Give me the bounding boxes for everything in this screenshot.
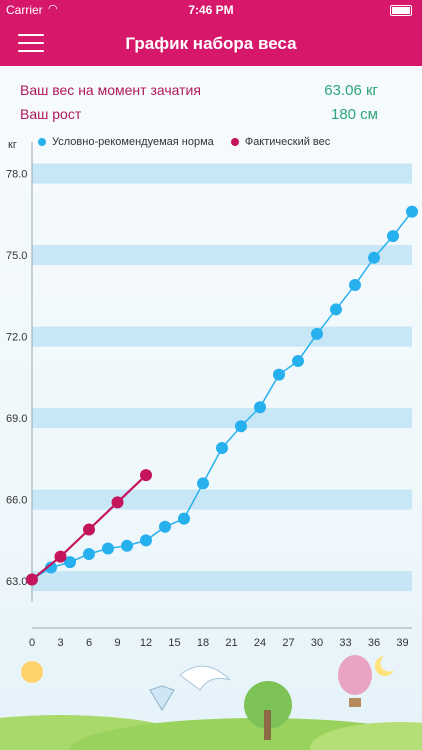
- y-tick-label: 66.0: [6, 495, 27, 507]
- norm-data-point: [387, 230, 399, 243]
- grid-band: [32, 245, 412, 266]
- y-tick-label: 75.0: [6, 250, 27, 262]
- x-tick-label: 3: [57, 637, 63, 649]
- x-tick-label: 24: [254, 637, 266, 649]
- x-tick-label: 0: [29, 637, 35, 649]
- carrier-label: Carrier: [6, 3, 43, 17]
- x-tick-label: 27: [282, 637, 294, 649]
- norm-data-point: [83, 547, 95, 560]
- y-tick-label: 78.0: [6, 169, 27, 181]
- legend-actual-label: Фактический вес: [244, 136, 331, 148]
- grid-band: [32, 408, 412, 429]
- x-tick-label: 33: [339, 637, 351, 649]
- norm-data-point: [216, 442, 228, 454]
- legend-item-actual: Фактический вес: [230, 136, 331, 148]
- x-tick-label: 36: [368, 637, 380, 649]
- moon-icon: [374, 656, 394, 676]
- battery-icon: [390, 5, 412, 16]
- y-tick-label: 69.0: [6, 413, 27, 425]
- norm-data-point: [254, 401, 266, 414]
- norm-data-point: [311, 327, 323, 340]
- wifi-icon: ◠: [48, 3, 58, 15]
- x-tick-label: 12: [140, 637, 152, 649]
- baby-bundle-icon: [149, 685, 175, 711]
- norm-data-point: [406, 205, 418, 218]
- conception-weight-label: Ваш вес на момент зачатия: [20, 82, 201, 98]
- stork-icon: [179, 665, 231, 691]
- x-tick-label: 18: [197, 637, 209, 649]
- decorative-scenery: [0, 655, 422, 750]
- height-value: 180 см: [330, 106, 378, 123]
- navigation-bar: График набора веса: [0, 20, 422, 66]
- x-axis-label: недели: [40, 653, 77, 656]
- norm-data-point: [102, 542, 114, 555]
- norm-data-point: [45, 561, 57, 574]
- status-bar: Carrier ◠ 7:46 PM: [0, 0, 422, 20]
- chart-legend: Условно-рекомендуемая норма Фактический …: [38, 136, 344, 148]
- actual-data-point: [111, 496, 124, 509]
- norm-data-point: [235, 420, 247, 433]
- norm-data-point: [349, 278, 361, 291]
- norm-data-point: [273, 368, 285, 381]
- norm-data-point: [197, 477, 209, 490]
- x-tick-label: 9: [114, 637, 120, 649]
- norm-data-point: [121, 539, 133, 552]
- norm-data-point: [159, 520, 171, 533]
- y-axis-label: кг: [8, 139, 17, 151]
- x-tick-label: 6: [86, 637, 92, 649]
- x-tick-label: 39: [396, 637, 408, 649]
- hamburger-menu-button[interactable]: [18, 34, 44, 52]
- grid-band: [32, 326, 412, 347]
- norm-data-point: [64, 556, 76, 569]
- grid-band: [32, 489, 412, 510]
- sun-icon: [21, 661, 43, 683]
- legend-norm-label: Условно-рекомендуемая норма: [52, 136, 214, 148]
- balloon-basket: [349, 698, 361, 707]
- y-tick-label: 63.0: [6, 576, 27, 588]
- conception-weight-value: 63.06 кг: [324, 82, 378, 99]
- y-tick-label: 72.0: [6, 332, 27, 344]
- norm-data-point: [330, 303, 342, 316]
- grid-band: [32, 571, 412, 592]
- page-title: График набора веса: [125, 34, 297, 53]
- hot-air-balloon-icon: [338, 655, 372, 695]
- tree-icon: [244, 681, 292, 729]
- legend-item-norm: Условно-рекомендуемая норма: [38, 136, 214, 148]
- hill-right: [310, 722, 422, 750]
- status-time: 7:46 PM: [188, 3, 234, 17]
- legend-actual-marker: [230, 138, 239, 147]
- actual-data-point: [54, 550, 67, 563]
- norm-data-point: [368, 251, 380, 264]
- norm-data-point: [178, 512, 190, 525]
- height-label: Ваш рост: [20, 106, 82, 122]
- actual-data-point: [26, 573, 38, 586]
- tree-trunk: [264, 710, 271, 740]
- x-tick-label: 30: [311, 637, 323, 649]
- grid-band: [32, 163, 412, 184]
- norm-data-point: [140, 534, 152, 547]
- x-tick-label: 15: [168, 637, 180, 649]
- actual-data-point: [140, 469, 152, 482]
- actual-data-point: [83, 523, 95, 536]
- x-tick-label: 21: [225, 637, 237, 649]
- norm-data-point: [292, 355, 304, 368]
- legend-norm-marker: [38, 138, 46, 147]
